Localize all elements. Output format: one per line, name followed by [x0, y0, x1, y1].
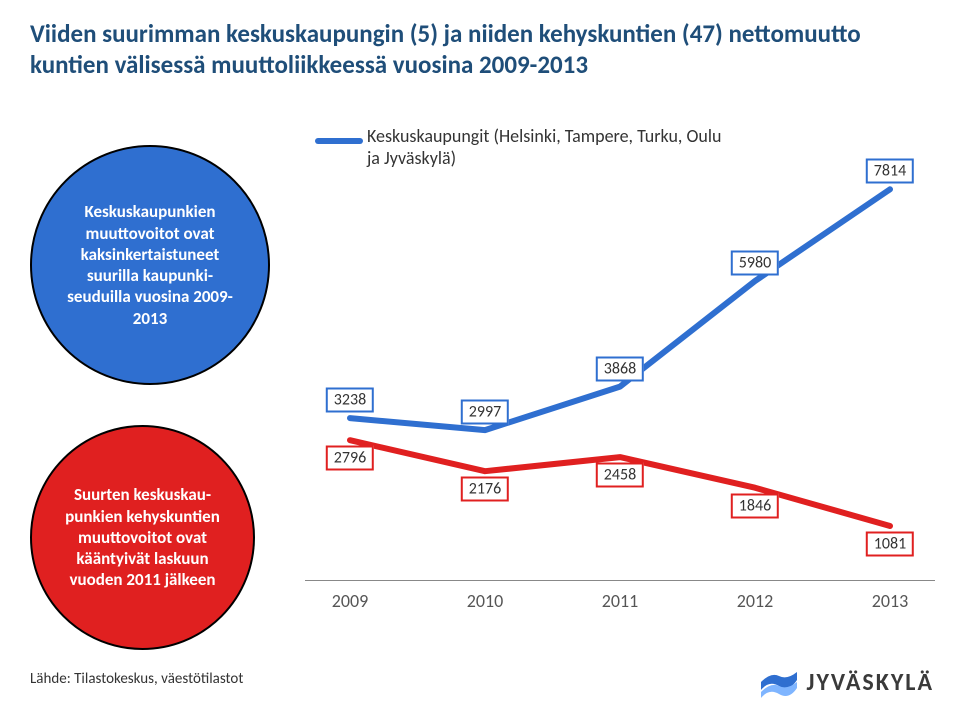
- data-label: 3238: [326, 388, 374, 413]
- data-label: 2796: [326, 446, 374, 471]
- data-label: 2997: [461, 400, 509, 425]
- data-label: 5980: [731, 251, 779, 276]
- logo-text: JYVÄSKYLÄ: [807, 668, 935, 697]
- page: Viiden suurimman keskuskaupungin (5) ja …: [0, 0, 960, 714]
- data-label: 7814: [866, 159, 914, 184]
- x-tick-label: 2013: [872, 590, 909, 612]
- callout-red: Suurten keskuskau-punkien kehyskuntien m…: [30, 425, 255, 650]
- line-chart: Keskuskaupungit (Helsinki, Tampere, Turk…: [305, 130, 935, 650]
- x-axis-line: [305, 580, 935, 581]
- source-footer: Lähde: Tilastokeskus, väestötilastot: [30, 670, 243, 688]
- data-label: 1846: [731, 493, 779, 518]
- callout-blue-text: Keskuskaupunkien muuttovoitot ovat kaksi…: [62, 201, 238, 329]
- series-line: [350, 189, 890, 430]
- data-label: 1081: [866, 531, 914, 556]
- data-label: 2176: [461, 477, 509, 502]
- callout-blue: Keskuskaupunkien muuttovoitot ovat kaksi…: [30, 145, 270, 385]
- brand-logo: JYVÄSKYLÄ: [759, 662, 935, 702]
- slide-title: Viiden suurimman keskuskaupungin (5) ja …: [30, 18, 930, 81]
- wave-icon: [759, 662, 799, 702]
- x-tick-label: 2010: [467, 590, 504, 612]
- data-label: 2458: [596, 463, 644, 488]
- x-tick-label: 2009: [332, 590, 369, 612]
- data-label: 3868: [596, 356, 644, 381]
- x-tick-label: 2011: [602, 590, 639, 612]
- x-tick-label: 2012: [737, 590, 774, 612]
- callout-red-text: Suurten keskuskau-punkien kehyskuntien m…: [62, 484, 223, 590]
